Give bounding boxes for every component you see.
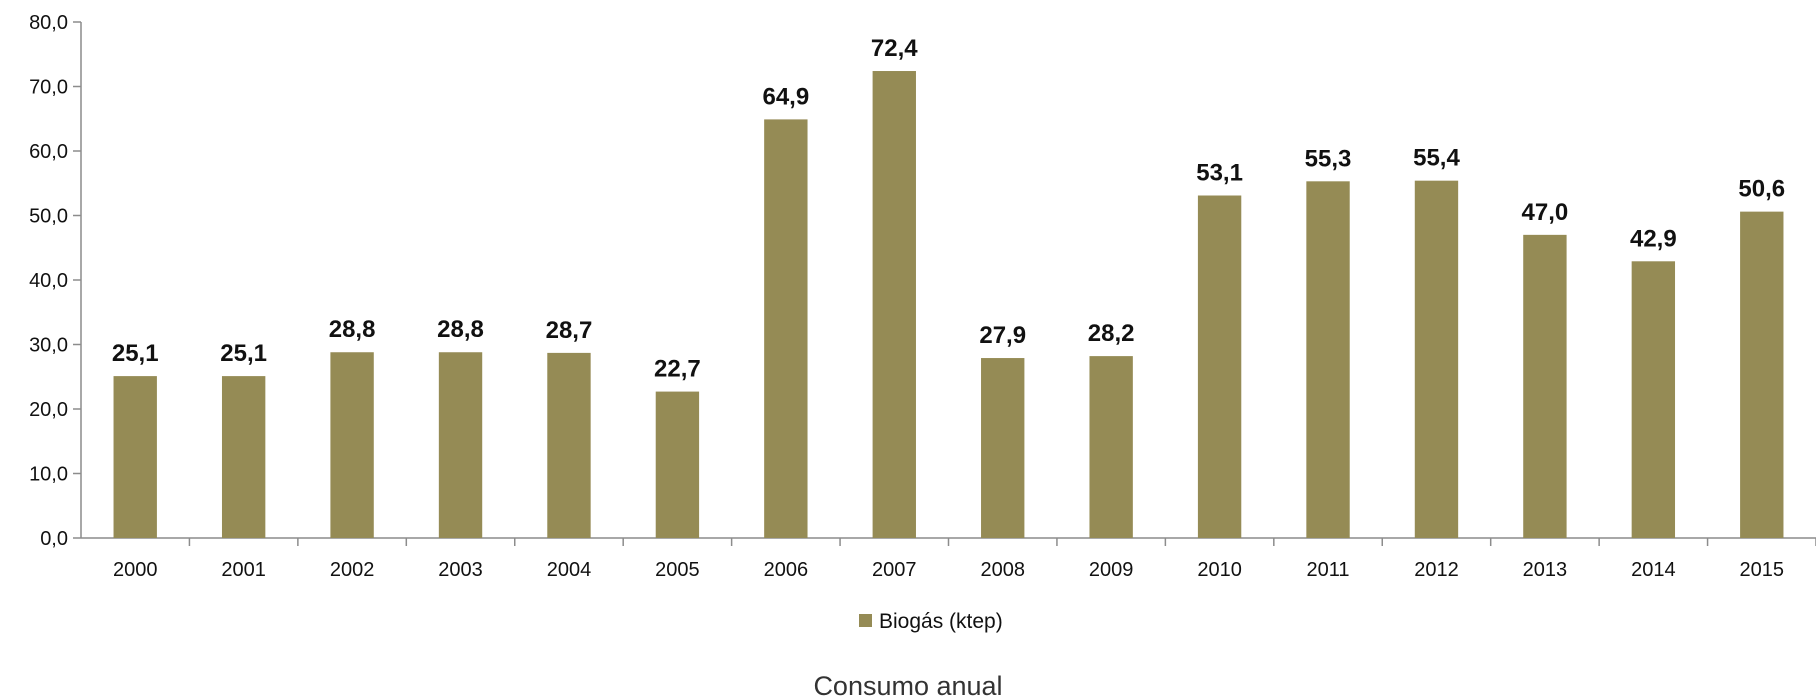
y-tick-label: 20,0	[29, 399, 68, 421]
data-label: 42,9	[1630, 225, 1677, 252]
x-tick-label: 2003	[438, 559, 483, 581]
chart-caption: Consumo anual	[813, 671, 1002, 699]
y-tick-label: 40,0	[29, 270, 68, 292]
data-label: 72,4	[871, 35, 918, 62]
bar	[438, 352, 483, 538]
data-label: 28,2	[1088, 320, 1135, 347]
x-tick-label: 2002	[330, 559, 375, 581]
data-label: 55,3	[1305, 145, 1352, 172]
bar	[1414, 180, 1459, 539]
bar-series	[113, 71, 1784, 539]
bar	[764, 119, 808, 539]
data-label: 25,1	[112, 340, 159, 367]
data-labels: 25,1 25,1 28,8 28,8 28,7 22,7 64,9 72,4 27,9 28,2…	[112, 35, 1785, 383]
x-tick-label: 2006	[764, 559, 809, 581]
x-tick-label: 2009	[1089, 559, 1134, 581]
legend: Biogás (ktep)	[859, 610, 1003, 633]
bar	[655, 391, 700, 538]
y-tick-label: 60,0	[29, 141, 68, 163]
x-tick-label: 2014	[1631, 559, 1676, 581]
data-label: 64,9	[762, 83, 809, 110]
y-tick-label: 0,0	[40, 528, 68, 550]
bar	[221, 376, 266, 538]
bar	[1197, 195, 1242, 538]
data-label: 53,1	[1196, 160, 1243, 187]
bar	[1740, 211, 1784, 538]
data-label: 47,0	[1522, 199, 1569, 226]
y-tick-label: 10,0	[29, 464, 68, 486]
x-tick-label: 2008	[980, 559, 1025, 581]
x-tick-label: 2004	[547, 559, 592, 581]
x-tick-label: 2013	[1523, 559, 1568, 581]
y-tick-label: 30,0	[29, 335, 68, 357]
y-tick-label: 80,0	[29, 12, 68, 34]
bar	[872, 71, 916, 539]
x-tick-label: 2007	[872, 559, 917, 581]
bar	[1306, 181, 1350, 538]
bar	[547, 352, 591, 538]
data-label: 25,1	[220, 340, 267, 367]
legend-swatch	[859, 614, 872, 627]
bar	[1089, 356, 1133, 538]
x-tick-label: 2001	[221, 559, 266, 581]
bar	[1523, 234, 1567, 538]
x-tick-label: 2010	[1197, 559, 1242, 581]
y-tick-label: 50,0	[29, 206, 68, 228]
data-label: 28,8	[329, 316, 376, 343]
x-tick-label: 2015	[1740, 559, 1785, 581]
data-label: 50,6	[1738, 176, 1785, 203]
legend-label: Biogás (ktep)	[879, 610, 1003, 633]
data-label: 22,7	[654, 356, 701, 383]
bar	[113, 376, 157, 538]
x-axis: 2000 2001 2002 2003 2004 2005 2006 2007 2008 2009…	[81, 537, 1816, 581]
data-label: 55,4	[1413, 145, 1460, 172]
x-tick-label: 2012	[1414, 559, 1459, 581]
data-label: 28,7	[546, 317, 593, 344]
y-tick-label: 70,0	[29, 77, 68, 99]
data-label: 28,8	[437, 316, 484, 343]
bar	[330, 352, 374, 538]
bar	[1631, 261, 1676, 538]
x-tick-label: 2011	[1307, 559, 1350, 581]
data-label: 27,9	[979, 322, 1026, 349]
y-axis: 0,0 10,0 20,0 30,0 40,0 50,0 60,0 70,0 80,0	[29, 12, 82, 550]
x-tick-label: 2000	[113, 559, 158, 581]
bar	[981, 358, 1025, 538]
x-tick-label: 2005	[655, 559, 700, 581]
